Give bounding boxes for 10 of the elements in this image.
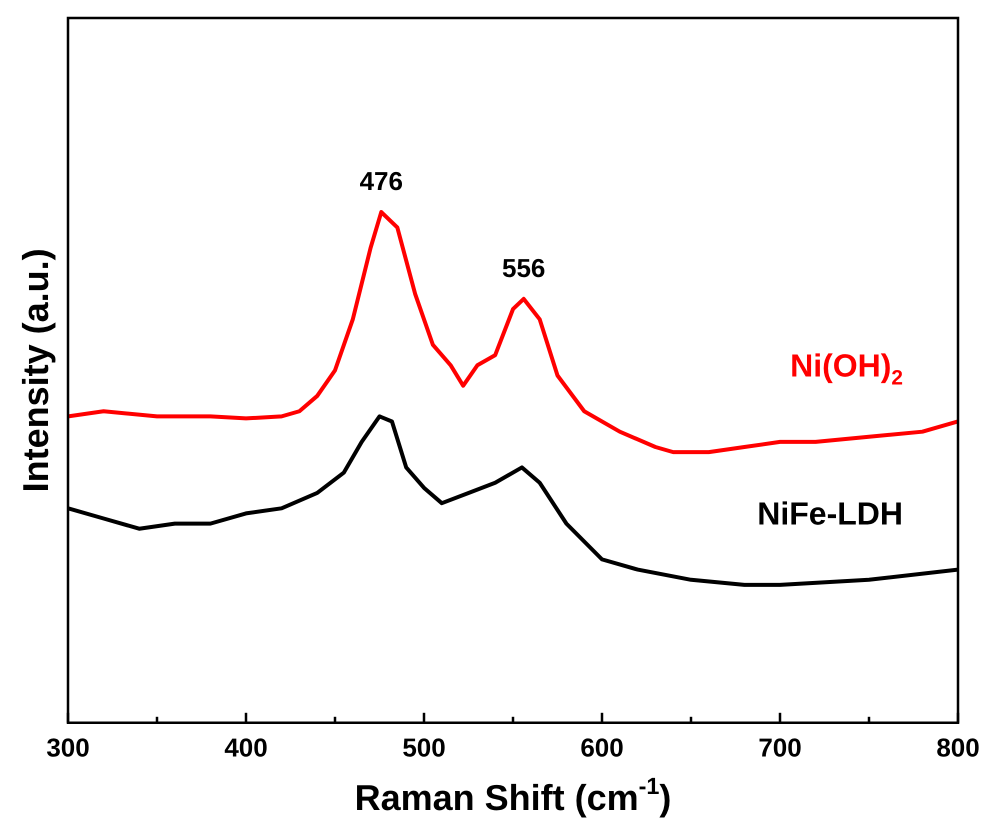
x-tick-label: 800 <box>936 732 980 763</box>
x-tick-label: 600 <box>580 732 624 763</box>
x-tick-label: 400 <box>224 732 268 763</box>
x-tick-label: 300 <box>46 732 90 763</box>
y-axis-title: Intensity (a.u.) <box>15 248 56 492</box>
annotation: 476 <box>360 166 403 196</box>
x-tick-label: 500 <box>402 732 446 763</box>
x-tick-label: 700 <box>758 732 802 763</box>
series-label: NiFe-LDH <box>757 496 903 532</box>
annotation: 556 <box>502 252 546 283</box>
